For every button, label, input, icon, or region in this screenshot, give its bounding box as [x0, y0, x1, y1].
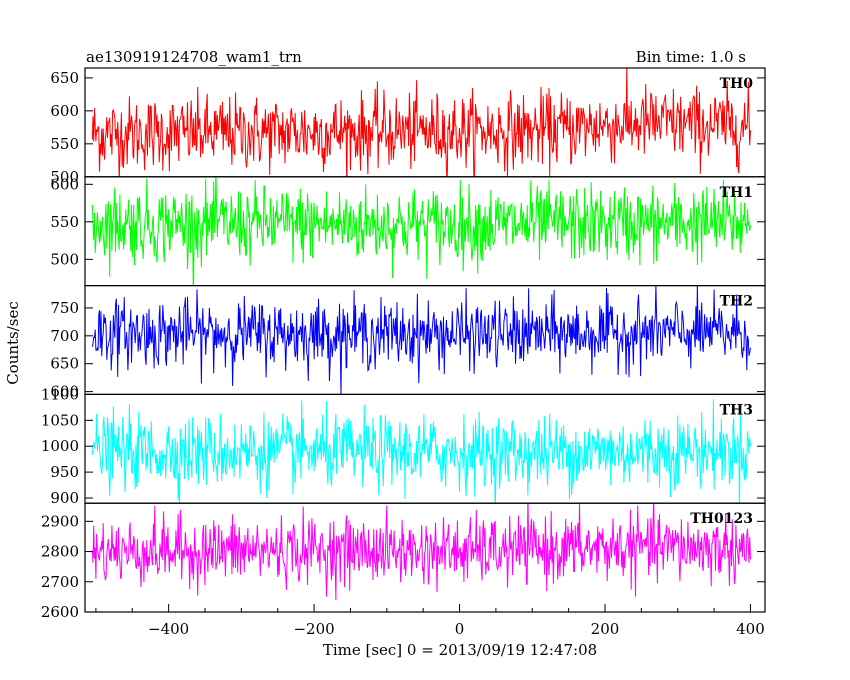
panel-th0123: 2600 2700 2800 2900 TH0123 — [41, 502, 766, 621]
panel-th2: 600 650 700 750 TH2 — [50, 285, 766, 401]
x-axis-title: Time [sec] 0 = 2013/09/19 12:47:08 — [323, 641, 597, 659]
series-line-th3 — [91, 399, 751, 504]
y-tick-label: 600 — [50, 383, 79, 401]
panel-label: TH1 — [720, 185, 753, 201]
x-tick-label: −200 — [293, 620, 334, 638]
panel-label: TH0123 — [690, 511, 753, 527]
y-tick-label: 650 — [50, 69, 79, 87]
y-tick-label: 1050 — [41, 411, 79, 429]
y-tick-label: 2600 — [41, 603, 79, 621]
panel-frame — [84, 502, 766, 613]
y-tick-label: 500 — [50, 168, 79, 186]
x-tick-label: 0 — [455, 620, 465, 638]
y-tick-label: 2700 — [41, 573, 79, 591]
x-axis: −400 −200 0 200 400 — [95, 604, 765, 638]
y-tick-label: 500 — [50, 250, 79, 268]
series-line-th0123 — [91, 503, 751, 601]
y-tick-label: 950 — [50, 463, 79, 481]
panels-group: 500 550 600 650 TH0 500 550 600 TH1 600 650 700 750 T… — [41, 67, 766, 621]
chart-title: ae130919124708_wam1_trn — [86, 48, 302, 66]
y-tick-label: 1000 — [41, 437, 79, 455]
panel-th1: 500 550 600 TH1 — [50, 175, 766, 287]
series-line-th2 — [91, 285, 751, 395]
series-line-th0 — [91, 68, 751, 177]
y-axis-title: Counts/sec — [4, 301, 22, 385]
y-tick-label: 750 — [50, 299, 79, 317]
series-line-th1 — [91, 176, 751, 286]
y-tick-label: 700 — [50, 327, 79, 345]
y-tick-label: 2800 — [41, 543, 79, 561]
y-tick-label: 900 — [50, 489, 79, 507]
panel-label: TH3 — [720, 402, 753, 418]
y-tick-label: 550 — [50, 213, 79, 231]
y-tick-label: 550 — [50, 135, 79, 153]
x-tick-label: 400 — [736, 620, 765, 638]
bin-time-label: Bin time: 1.0 s — [636, 48, 746, 66]
y-tick-label: 600 — [50, 175, 79, 193]
y-tick-label: 600 — [50, 102, 79, 120]
y-tick-label: 1100 — [41, 385, 79, 403]
y-tick-label: 2900 — [41, 512, 79, 530]
x-tick-label: 200 — [591, 620, 620, 638]
panel-label: TH0 — [720, 76, 754, 92]
panel-label: TH2 — [720, 294, 753, 310]
panel-th3: 900 950 1000 1050 1100 TH3 — [41, 385, 766, 507]
panel-th0: 500 550 600 650 TH0 — [50, 67, 766, 186]
x-tick-label: −400 — [148, 620, 189, 638]
y-tick-label: 650 — [50, 355, 79, 373]
